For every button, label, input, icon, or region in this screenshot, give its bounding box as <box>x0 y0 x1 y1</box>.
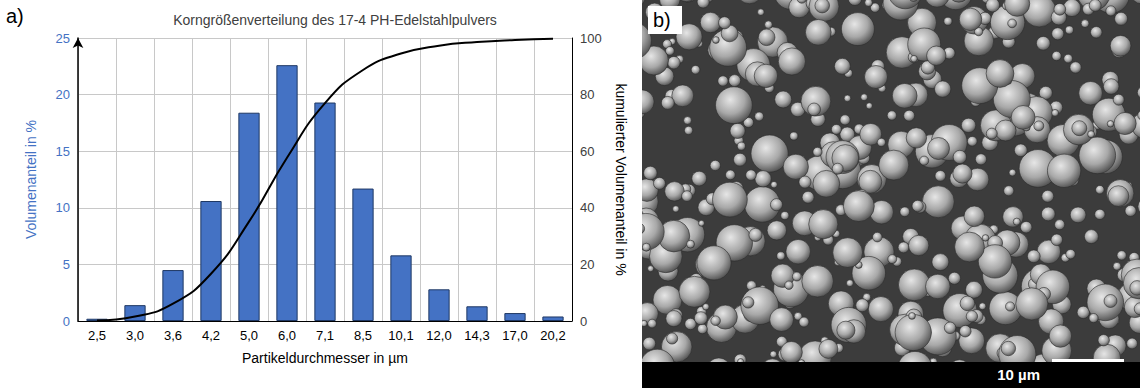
svg-text:4,2: 4,2 <box>202 328 220 343</box>
svg-text:7,1: 7,1 <box>316 328 334 343</box>
svg-text:b): b) <box>653 9 671 31</box>
svg-text:5: 5 <box>63 257 70 272</box>
svg-text:80: 80 <box>580 87 594 102</box>
svg-text:15: 15 <box>56 144 70 159</box>
svg-text:6,0: 6,0 <box>278 328 296 343</box>
svg-text:Partikeldurchmesser in µm: Partikeldurchmesser in µm <box>242 350 408 366</box>
svg-text:10 µm: 10 µm <box>997 366 1040 383</box>
svg-text:14,3: 14,3 <box>464 328 489 343</box>
svg-text:25: 25 <box>56 31 70 46</box>
svg-text:10,1: 10,1 <box>388 328 413 343</box>
svg-text:17,0: 17,0 <box>502 328 527 343</box>
svg-text:5,0: 5,0 <box>240 328 258 343</box>
svg-text:3,0: 3,0 <box>126 328 144 343</box>
svg-text:12,0: 12,0 <box>426 328 451 343</box>
svg-text:10: 10 <box>56 200 70 215</box>
svg-text:0: 0 <box>580 314 587 329</box>
svg-text:20: 20 <box>56 87 70 102</box>
svg-text:a): a) <box>6 5 24 27</box>
svg-text:40: 40 <box>580 200 594 215</box>
svg-text:2,5: 2,5 <box>88 328 106 343</box>
svg-text:100: 100 <box>580 31 602 46</box>
svg-text:Korngrößenverteilung des 17-4: Korngrößenverteilung des 17-4 PH-Edelsta… <box>173 12 497 28</box>
svg-text:0: 0 <box>63 314 70 329</box>
svg-text:8,5: 8,5 <box>354 328 372 343</box>
svg-text:20: 20 <box>580 257 594 272</box>
svg-text:60: 60 <box>580 144 594 159</box>
svg-text:Volumenanteil in %: Volumenanteil in % <box>23 120 39 239</box>
svg-text:kumulierter Volumenanteil in %: kumulierter Volumenanteil in % <box>613 83 629 275</box>
svg-text:20,2: 20,2 <box>540 328 565 343</box>
svg-text:3,6: 3,6 <box>164 328 182 343</box>
